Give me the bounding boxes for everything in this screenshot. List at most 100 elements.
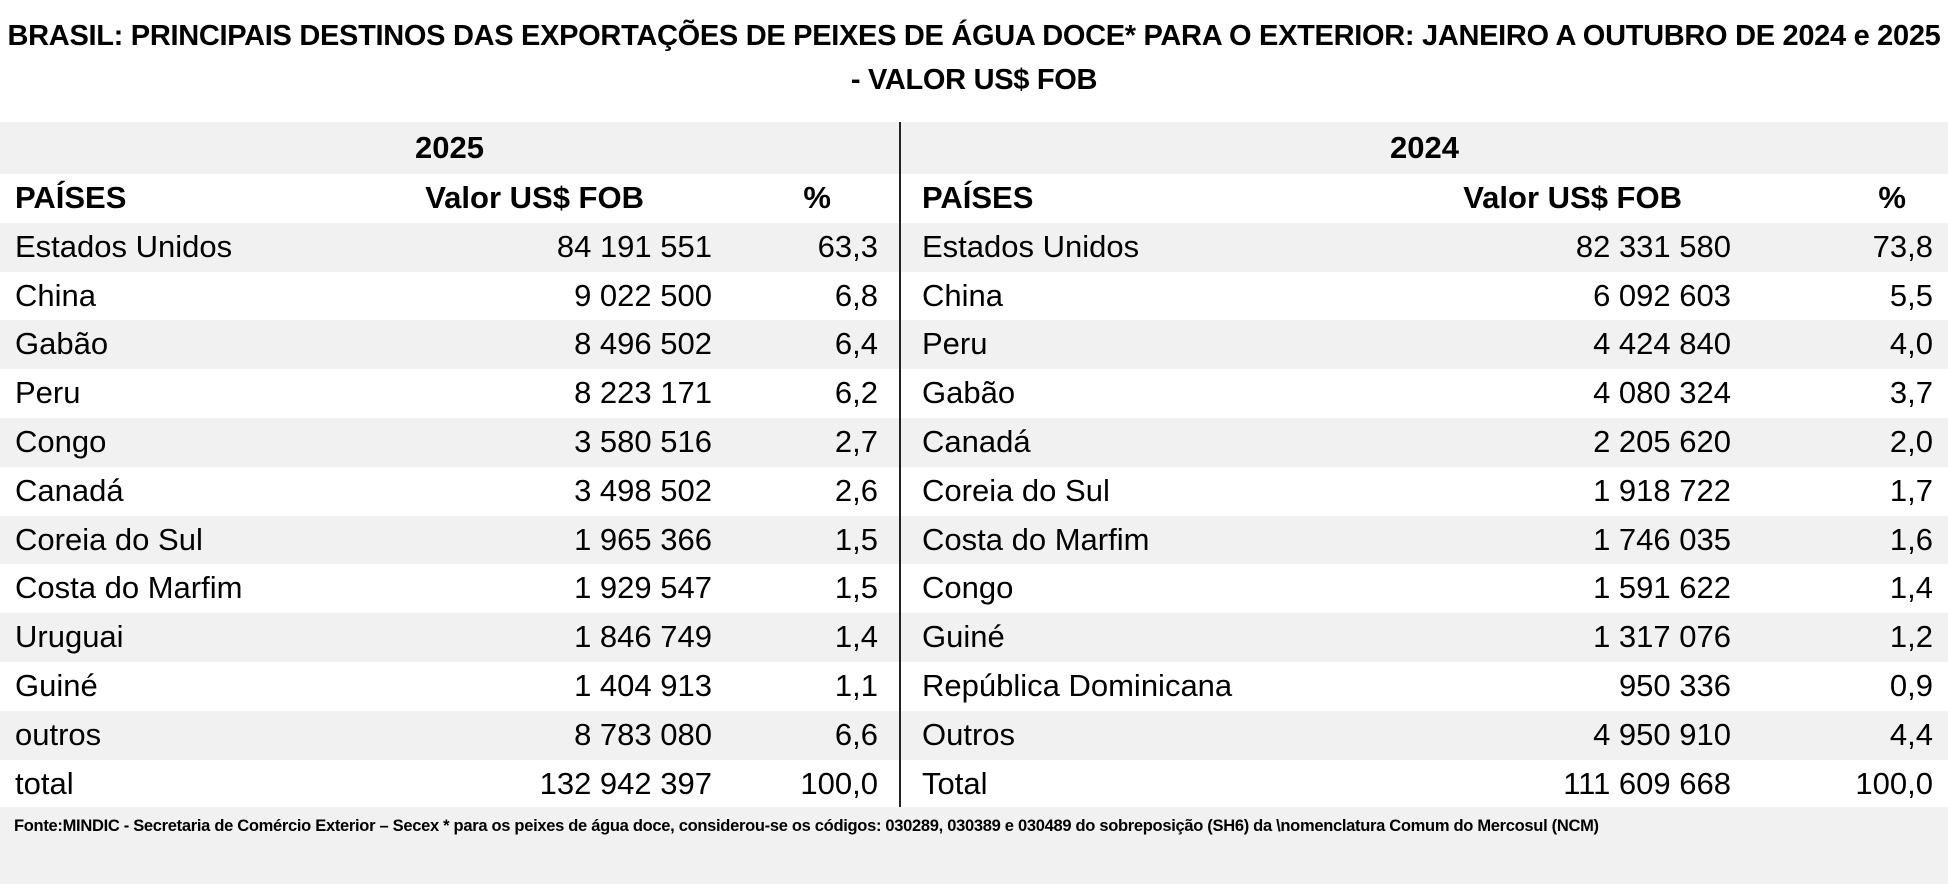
country-cell: Canadá xyxy=(15,472,124,508)
country-cell: Canadá xyxy=(922,423,1031,459)
value-cell: 1 929 547 xyxy=(574,570,712,606)
country-cell: Total xyxy=(922,765,988,801)
percent-cell: 100,0 xyxy=(800,765,878,801)
percent-cell: 0,9 xyxy=(1889,667,1933,703)
country-cell: Guiné xyxy=(922,619,1005,655)
value-cell: 9 022 500 xyxy=(574,277,712,313)
column-divider xyxy=(899,122,901,807)
table-row: Outros 4 950 910 4,4 xyxy=(901,710,1948,760)
country-header: PAÍSES xyxy=(15,180,127,215)
table-row: Guiné 1 404 913 1,1 xyxy=(0,662,899,711)
table-row: Canadá 2 205 620 2,0 xyxy=(901,417,1948,467)
year-header: 2025 xyxy=(0,122,899,174)
table-row: Congo 3 580 516 2,7 xyxy=(0,417,899,467)
table-2025: 2025 PAÍSES Valor US$ FOB% Estados Unidos 84… xyxy=(0,122,899,808)
percent-cell: 1,6 xyxy=(1889,521,1933,557)
table-row: Estados Unidos 82 331 580 73,8 xyxy=(901,222,1948,272)
country-cell: total xyxy=(15,765,74,801)
value-cell: 1 846 749 xyxy=(574,619,712,655)
source-footnote: Fonte:MINDIC - Secretaria de Comércio Ex… xyxy=(0,807,1948,884)
value-cell: 1 965 366 xyxy=(574,521,712,557)
table-row: Canadá 3 498 502 2,6 xyxy=(0,467,899,516)
percent-header: % xyxy=(1878,180,1906,215)
country-cell: Uruguai xyxy=(15,619,124,655)
country-cell: Peru xyxy=(922,326,988,362)
value-cell: 8 223 171 xyxy=(574,375,712,411)
column-header-row: PAÍSES Valor US$ FOB% xyxy=(0,174,899,223)
percent-cell: 1,4 xyxy=(834,619,878,655)
percent-cell: 100,0 xyxy=(1855,765,1933,801)
percent-cell: 5,5 xyxy=(1889,277,1933,313)
value-cell: 1 317 076 xyxy=(1593,619,1731,655)
country-cell: Peru xyxy=(15,375,81,411)
percent-cell: 1,1 xyxy=(834,667,878,703)
table-row: China 6 092 603 5,5 xyxy=(901,272,1948,321)
country-cell: Coreia do Sul xyxy=(15,521,203,557)
country-cell: Estados Unidos xyxy=(15,228,233,264)
country-cell: China xyxy=(922,277,1003,313)
country-cell: Costa do Marfim xyxy=(922,521,1150,557)
country-cell: Costa do Marfim xyxy=(15,570,243,606)
table-row: Congo 1 591 622 1,4 xyxy=(901,564,1948,613)
percent-cell: 1,2 xyxy=(1889,619,1933,655)
value-cell: 950 336 xyxy=(1618,667,1731,703)
table-row: República Dominicana 950 336 0,9 xyxy=(901,662,1948,711)
total-row: Total 111 609 668 100,0 xyxy=(901,760,1948,809)
percent-cell: 6,2 xyxy=(834,375,878,411)
table-row: Peru 8 223 171 6,2 xyxy=(0,369,899,418)
year-header: 2024 xyxy=(901,122,1948,174)
percent-header: % xyxy=(803,180,831,215)
country-cell: outros xyxy=(15,716,102,752)
value-cell: 1 591 622 xyxy=(1593,570,1731,606)
percent-cell: 6,4 xyxy=(834,326,878,362)
country-cell: Outros xyxy=(922,716,1016,752)
value-cell: 8 783 080 xyxy=(574,716,712,752)
value-cell: 4 080 324 xyxy=(1593,375,1731,411)
value-cell: 2 205 620 xyxy=(1593,423,1731,459)
table-row: China 9 022 500 6,8 xyxy=(0,272,899,321)
value-cell: 4 424 840 xyxy=(1593,326,1731,362)
table-row: Gabão 4 080 324 3,7 xyxy=(901,369,1948,418)
country-cell: Guiné xyxy=(15,667,98,703)
percent-cell: 6,6 xyxy=(834,716,878,752)
table-row: Costa do Marfim 1 929 547 1,5 xyxy=(0,564,899,613)
country-cell: Congo xyxy=(15,423,107,459)
value-cell: 132 942 397 xyxy=(539,765,712,801)
value-cell: 84 191 551 xyxy=(556,228,712,264)
value-cell: 82 331 580 xyxy=(1575,228,1731,264)
country-cell: Estados Unidos xyxy=(922,228,1140,264)
value-cell: 1 404 913 xyxy=(574,667,712,703)
country-cell: Gabão xyxy=(15,326,109,362)
table-row: Guiné 1 317 076 1,2 xyxy=(901,613,1948,662)
value-cell: 1 918 722 xyxy=(1593,472,1731,508)
percent-cell: 1,4 xyxy=(1889,570,1933,606)
percent-cell: 1,5 xyxy=(834,521,878,557)
table-row: Estados Unidos 84 191 551 63,3 xyxy=(0,222,899,272)
table-row: Coreia do Sul 1 965 366 1,5 xyxy=(0,515,899,565)
country-cell: Coreia do Sul xyxy=(922,472,1110,508)
value-cell: 3 580 516 xyxy=(574,423,712,459)
column-header-row: PAÍSES Valor US$ FOB% xyxy=(901,174,1948,223)
percent-cell: 4,0 xyxy=(1889,326,1933,362)
value-header: Valor US$ FOB xyxy=(1463,180,1682,215)
country-cell: China xyxy=(15,277,96,313)
percent-cell: 1,7 xyxy=(1889,472,1933,508)
value-cell: 1 746 035 xyxy=(1593,521,1731,557)
value-header: Valor US$ FOB xyxy=(425,180,644,215)
percent-cell: 1,5 xyxy=(834,570,878,606)
percent-cell: 6,8 xyxy=(834,277,878,313)
percent-cell: 63,3 xyxy=(817,228,878,264)
table-title: BRASIL: PRINCIPAIS DESTINOS DAS EXPORTAÇ… xyxy=(7,20,1941,96)
table-row: outros 8 783 080 6,6 xyxy=(0,710,899,760)
percent-cell: 2,7 xyxy=(834,423,878,459)
value-cell: 4 950 910 xyxy=(1593,716,1731,752)
table-row: Uruguai 1 846 749 1,4 xyxy=(0,613,899,662)
table-2024: 2024 PAÍSES Valor US$ FOB% Estados Unidos 82… xyxy=(901,122,1948,808)
percent-cell: 2,6 xyxy=(834,472,878,508)
country-cell: Congo xyxy=(922,570,1014,606)
percent-cell: 73,8 xyxy=(1872,228,1933,264)
value-cell: 8 496 502 xyxy=(574,326,712,362)
percent-cell: 4,4 xyxy=(1889,716,1933,752)
country-header: PAÍSES xyxy=(922,180,1034,215)
value-cell: 6 092 603 xyxy=(1593,277,1731,313)
